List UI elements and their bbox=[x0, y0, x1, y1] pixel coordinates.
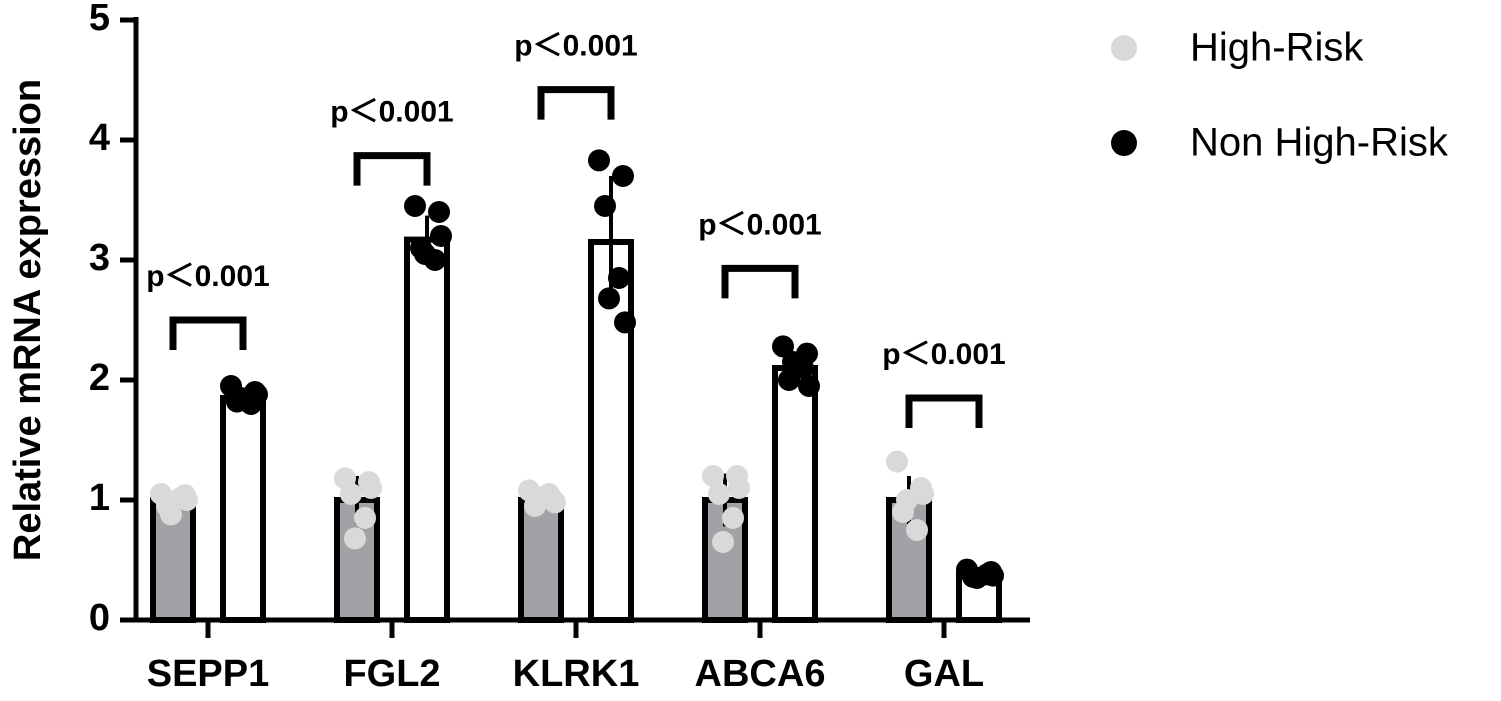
bar bbox=[772, 365, 818, 623]
data-point bbox=[428, 201, 450, 223]
significance-label: p＜0.001 bbox=[514, 30, 637, 63]
data-point bbox=[544, 491, 566, 514]
data-point bbox=[404, 195, 426, 217]
bar bbox=[404, 236, 450, 623]
data-point bbox=[886, 450, 908, 473]
data-point bbox=[712, 531, 734, 553]
data-point bbox=[608, 267, 630, 289]
data-point bbox=[594, 195, 616, 217]
legend-marker bbox=[1111, 130, 1137, 156]
data-point bbox=[430, 225, 452, 247]
legend-label: High-Risk bbox=[1190, 26, 1364, 70]
significance-bracket bbox=[905, 394, 983, 428]
y-tick-label: 1 bbox=[89, 477, 110, 519]
data-point bbox=[414, 243, 436, 265]
y-tick-label: 4 bbox=[89, 117, 110, 159]
data-point bbox=[772, 335, 794, 358]
data-point bbox=[708, 483, 730, 505]
data-point bbox=[612, 165, 634, 187]
data-point bbox=[344, 527, 366, 550]
significance-bracket bbox=[537, 86, 615, 120]
y-tick-label: 5 bbox=[89, 0, 110, 39]
data-point bbox=[246, 383, 268, 406]
data-point bbox=[702, 465, 724, 487]
data-point bbox=[722, 507, 744, 529]
x-tick-label: SEPP1 bbox=[147, 653, 270, 695]
data-point bbox=[176, 489, 198, 511]
x-tick-label: GAL bbox=[904, 653, 984, 695]
x-tick-label: KLRK1 bbox=[513, 653, 640, 695]
y-tick-label: 0 bbox=[89, 597, 110, 639]
data-point bbox=[798, 375, 820, 397]
x-tick-label: ABCA6 bbox=[695, 653, 826, 695]
y-tick-label: 2 bbox=[89, 357, 110, 399]
data-point bbox=[354, 507, 376, 529]
legend-label: Non High-Risk bbox=[1190, 121, 1449, 165]
data-point bbox=[912, 483, 934, 505]
data-point bbox=[588, 149, 610, 172]
data-point bbox=[360, 477, 382, 499]
x-tick-label: FGL2 bbox=[343, 653, 440, 695]
data-point bbox=[728, 477, 750, 499]
data-point bbox=[160, 503, 182, 526]
significance-bracket bbox=[169, 316, 247, 350]
bar bbox=[518, 497, 564, 623]
significance-label: p＜0.001 bbox=[146, 260, 269, 293]
legend-marker bbox=[1111, 35, 1137, 61]
data-point bbox=[598, 287, 620, 310]
data-point bbox=[340, 483, 362, 505]
y-tick-label: 3 bbox=[89, 237, 110, 279]
significance-label: p＜0.001 bbox=[882, 338, 1005, 371]
bar bbox=[220, 395, 266, 623]
y-axis-title: Relative mRNA expression bbox=[7, 79, 49, 561]
significance-bracket bbox=[353, 152, 431, 186]
data-point bbox=[614, 311, 636, 334]
significance-bracket bbox=[721, 264, 799, 299]
significance-label: p＜0.001 bbox=[698, 208, 821, 241]
significance-label: p＜0.001 bbox=[330, 96, 453, 129]
data-point bbox=[982, 564, 1004, 587]
data-point bbox=[906, 519, 928, 541]
data-point bbox=[782, 351, 804, 373]
